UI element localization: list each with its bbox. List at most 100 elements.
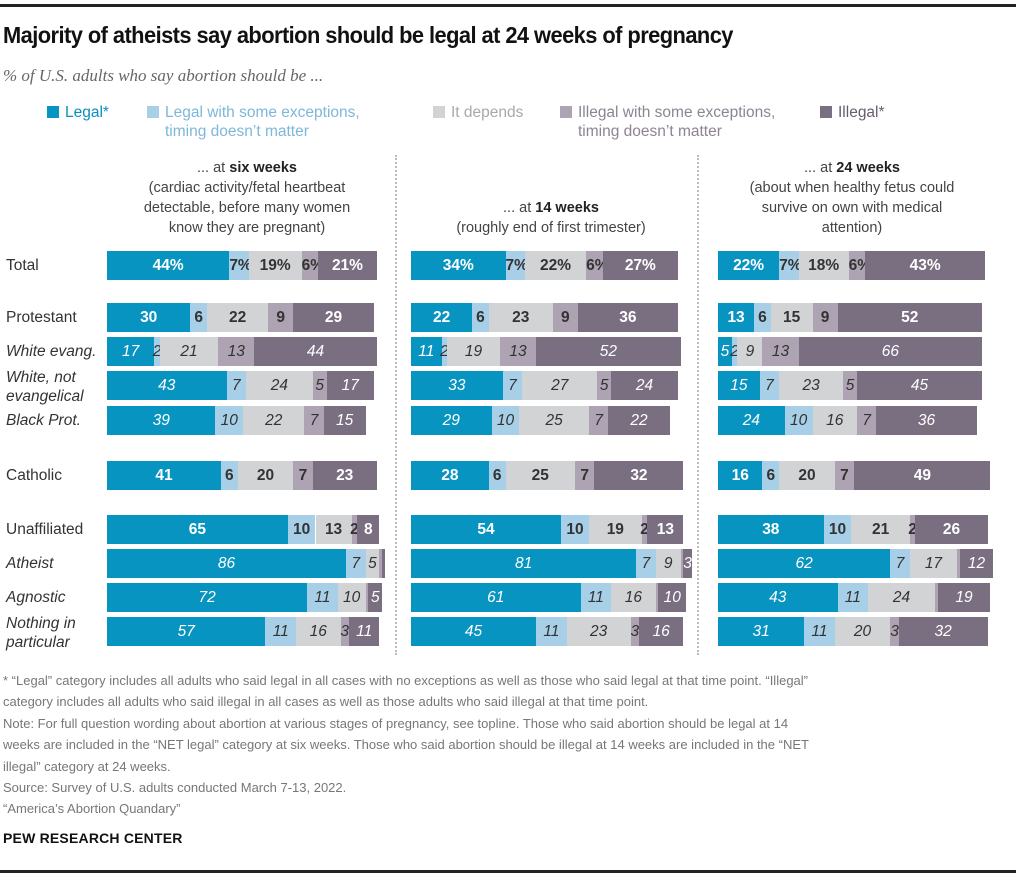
legal-segment (411, 251, 506, 280)
illegal-segment (837, 303, 983, 332)
row-label: White, not evangelical (6, 369, 84, 405)
depends-segment (779, 461, 835, 490)
legend-item-legal-exceptions: Legal with some exceptions, timing doesn… (147, 103, 360, 141)
illegal-segment (798, 337, 983, 366)
legal-exceptions-segment (346, 549, 366, 578)
depends-segment (798, 251, 849, 280)
legend-swatch-legal-exceptions (147, 106, 159, 118)
legal-exceptions-segment (536, 617, 567, 646)
panel-divider (395, 155, 397, 655)
panel-desc-line: (roughly end of first trimester) (456, 220, 646, 236)
legal-segment (718, 251, 780, 280)
depends-segment (519, 406, 589, 435)
illegal-exceptions-segment (351, 515, 358, 544)
panel-desc-line: detectable, before many women (143, 200, 351, 216)
illegal-exceptions-segment (655, 583, 659, 612)
legal-segment (718, 515, 824, 544)
legal-segment (107, 303, 191, 332)
illegal-segment (594, 461, 684, 490)
legal-segment (718, 337, 732, 366)
legal-exceptions-segment (229, 251, 249, 280)
legal-exceptions-segment (220, 461, 238, 490)
depends-segment (566, 617, 631, 646)
illegal-exceptions-segment (379, 549, 383, 578)
illegal-segment (898, 617, 988, 646)
illegal-segment (915, 515, 988, 544)
legal-segment (718, 406, 785, 435)
panel-header-six-weeks: ... at six weeks (cardiac activity/fetal… (107, 158, 387, 238)
panel-desc-line: know they are pregnant) (168, 220, 326, 236)
legend-label-line2: timing doesn’t matter (578, 123, 722, 140)
legal-segment (411, 371, 503, 400)
legend-item-legal: Legal* (47, 103, 109, 122)
illegal-exceptions-segment (890, 617, 899, 646)
legal-exceptions-segment (561, 515, 589, 544)
legend-item-depends: It depends (433, 103, 523, 122)
legal-exceptions-segment (488, 461, 506, 490)
illegal-exceptions-segment (812, 303, 838, 332)
illegal-exceptions-segment (312, 371, 327, 400)
legal-segment (411, 461, 489, 490)
top-rule (0, 4, 1016, 7)
illegal-segment (608, 406, 670, 435)
legend-swatch-depends (433, 106, 445, 118)
depends-segment (812, 406, 857, 435)
depends-segment (522, 371, 598, 400)
legal-segment (107, 371, 227, 400)
illegal-exceptions-segment (843, 371, 857, 400)
panel-header-24-weeks: ... at 24 weeks (about when healthy fetu… (712, 158, 992, 238)
illegal-segment (577, 303, 678, 332)
illegal-exceptions-segment (834, 461, 855, 490)
depends-segment (834, 617, 891, 646)
illegal-exceptions-segment (499, 337, 537, 366)
legal-segment (411, 515, 562, 544)
illegal-exceptions-segment (909, 515, 916, 544)
legal-exceptions-segment (215, 406, 244, 435)
legal-exceptions-segment (823, 515, 852, 544)
illegal-exceptions-segment (301, 251, 319, 280)
footnote-line: category includes all adults who said il… (3, 694, 649, 709)
legal-exceptions-segment (491, 406, 520, 435)
legal-segment (718, 303, 755, 332)
depends-segment (909, 549, 958, 578)
illegal-exceptions-segment (680, 549, 684, 578)
illegal-segment (959, 549, 994, 578)
legal-exceptions-segment (837, 583, 869, 612)
note-line: illegal” category at 24 weeks. (3, 759, 171, 774)
legend-label: It depends (451, 104, 524, 121)
illegal-segment (865, 251, 985, 280)
legal-exceptions-segment (580, 583, 612, 612)
legend-label: Illegal* (838, 104, 885, 121)
legal-exceptions-segment (505, 251, 525, 280)
chart-title: Majority of atheists say abortion should… (3, 22, 733, 48)
illegal-segment (647, 515, 684, 544)
legend-label: Illegal with some exceptions, (578, 104, 776, 121)
panel-desc-line: attention) (821, 220, 883, 236)
row-label: Black Prot. (6, 412, 81, 429)
illegal-exceptions-segment (586, 251, 603, 280)
depends-segment (611, 583, 656, 612)
legal-exceptions-segment (759, 371, 780, 400)
illegal-segment (536, 337, 681, 366)
note-line: Note: For full question wording about ab… (3, 716, 789, 731)
legal-segment (107, 583, 308, 612)
legal-segment (718, 583, 838, 612)
legend: Legal* Legal with some exceptions, timin… (0, 103, 1023, 143)
depends-segment (779, 371, 844, 400)
legal-exceptions-segment (502, 371, 523, 400)
panel-title: ... at six weeks (197, 160, 297, 176)
chart-subtitle: % of U.S. adults who say abortion should… (3, 66, 324, 85)
legend-swatch-legal (47, 106, 59, 118)
illegal-segment (357, 515, 380, 544)
row-label: Catholic (6, 467, 62, 484)
footnote-line: * “Legal” category includes all adults w… (3, 673, 808, 688)
illegal-segment (323, 406, 366, 435)
legal-segment (411, 549, 637, 578)
panel-desc-line: (about when healthy fetus could (749, 180, 955, 196)
note-line: weeks are included in the “NET legal” ca… (3, 737, 809, 752)
source-line: Source: Survey of U.S. adults conducted … (3, 780, 347, 795)
depends-segment (237, 461, 294, 490)
illegal-segment (876, 406, 977, 435)
illegal-exceptions-segment (552, 303, 578, 332)
illegal-segment (857, 371, 983, 400)
